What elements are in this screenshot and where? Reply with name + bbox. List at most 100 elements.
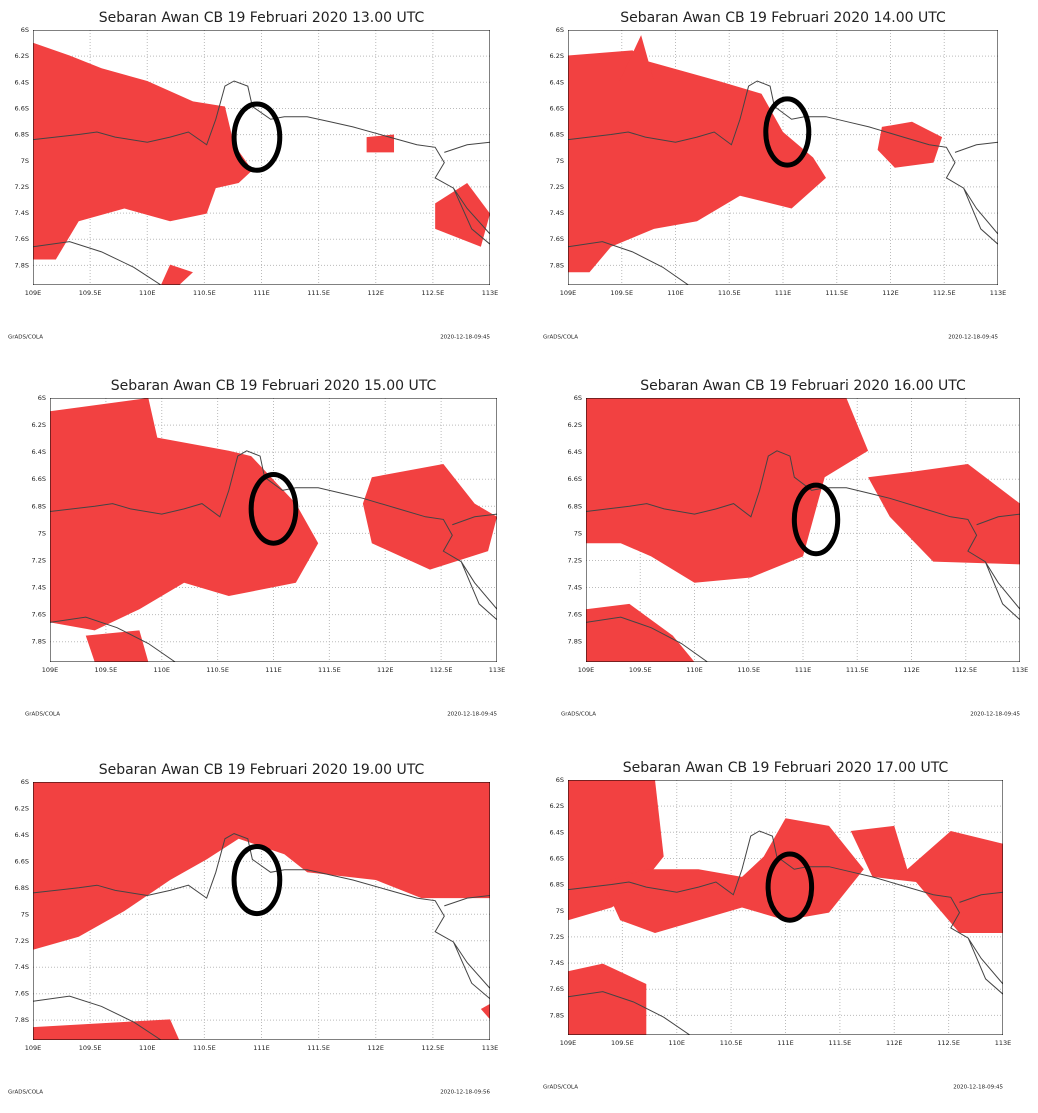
y-tick-label: 7.6S xyxy=(15,990,29,998)
y-tick-label: 7S xyxy=(21,157,29,165)
y-tick-label: 7S xyxy=(574,529,582,537)
x-tick-label: 113E xyxy=(482,1044,499,1052)
footer-left: GrADS/COLA xyxy=(561,712,596,718)
footer-left: GrADS/COLA xyxy=(8,335,43,341)
y-tick-label: 6.6S xyxy=(550,854,564,862)
y-tick-label: 6.8S xyxy=(550,881,564,889)
map-panel: Sebaran Awan CB 19 Februari 2020 19.00 U… xyxy=(8,762,498,1096)
y-tick-label: 7.2S xyxy=(15,937,29,945)
panel-title: Sebaran Awan CB 19 Februari 2020 19.00 U… xyxy=(99,762,425,778)
y-tick-label: 6S xyxy=(556,26,564,34)
x-tick-label: 112E xyxy=(377,666,394,674)
cloud-area xyxy=(86,630,149,662)
y-tick-label: 6.8S xyxy=(15,884,29,892)
y-tick-label: 6.8S xyxy=(32,502,46,510)
x-tick-label: 112.5E xyxy=(422,289,445,297)
x-tick-label: 110.5E xyxy=(193,289,216,297)
x-tick-label: 110E xyxy=(139,289,156,297)
x-tick-label: 111E xyxy=(795,666,812,674)
x-tick-label: 111E xyxy=(253,289,270,297)
x-tick-label: 110E xyxy=(153,666,170,674)
y-tick-label: 7.4S xyxy=(550,209,564,217)
x-tick-label: 112E xyxy=(882,289,899,297)
y-tick-label: 6.6S xyxy=(550,104,564,112)
y-tick-label: 6.2S xyxy=(550,802,564,810)
map-panel: Sebaran Awan CB 19 Februari 2020 13.00 U… xyxy=(8,10,498,341)
y-tick-label: 6.6S xyxy=(32,475,46,483)
panel-title: Sebaran Awan CB 19 Februari 2020 17.00 U… xyxy=(623,760,949,776)
x-tick-label: 111.5E xyxy=(825,289,848,297)
y-tick-label: 7.2S xyxy=(550,933,564,941)
y-tick-label: 6S xyxy=(556,776,564,784)
x-tick-label: 109.5E xyxy=(611,1039,634,1047)
x-tick-label: 110E xyxy=(667,289,684,297)
x-tick-label: 111E xyxy=(265,666,282,674)
panel-title: Sebaran Awan CB 19 Februari 2020 14.00 U… xyxy=(620,10,946,26)
x-tick-label: 109E xyxy=(25,289,42,297)
x-tick-label: 113E xyxy=(482,289,499,297)
footer-right: 2020-12-18-09:45 xyxy=(948,335,998,341)
map-panel: Sebaran Awan CB 19 Februari 2020 15.00 U… xyxy=(25,378,505,718)
x-tick-label: 113E xyxy=(995,1039,1012,1047)
x-tick-label: 110E xyxy=(139,1044,156,1052)
x-tick-label: 112.5E xyxy=(422,1044,445,1052)
map-panel: Sebaran Awan CB 19 Februari 2020 17.00 U… xyxy=(543,760,1011,1091)
footer-right: 2020-12-18-09:56 xyxy=(440,1090,490,1096)
x-tick-label: 110E xyxy=(686,666,703,674)
x-tick-label: 111E xyxy=(253,1044,270,1052)
x-tick-label: 109.5E xyxy=(79,289,102,297)
x-tick-label: 112E xyxy=(886,1039,903,1047)
panel-title: Sebaran Awan CB 19 Februari 2020 16.00 U… xyxy=(640,378,966,394)
x-tick-label: 111.5E xyxy=(307,289,330,297)
x-tick-label: 112.5E xyxy=(954,666,977,674)
footer-right: 2020-12-18-09:45 xyxy=(970,712,1020,718)
y-tick-label: 7.4S xyxy=(15,963,29,971)
x-tick-label: 109E xyxy=(560,289,577,297)
map xyxy=(33,782,490,1040)
x-tick-label: 112.5E xyxy=(937,1039,960,1047)
y-tick-label: 6S xyxy=(38,394,46,402)
y-tick-label: 6.4S xyxy=(15,831,29,839)
x-tick-label: 110.5E xyxy=(193,1044,216,1052)
y-tick-label: 6.8S xyxy=(550,131,564,139)
x-tick-label: 111.5E xyxy=(307,1044,330,1052)
y-tick-label: 7.4S xyxy=(568,584,582,592)
footer-right: 2020-12-18-09:45 xyxy=(447,712,497,718)
x-tick-label: 110.5E xyxy=(737,666,760,674)
y-tick-label: 7.2S xyxy=(568,556,582,564)
y-tick-label: 7.6S xyxy=(15,235,29,243)
x-tick-label: 113E xyxy=(990,289,1007,297)
y-tick-label: 7.8S xyxy=(550,261,564,269)
y-tick-label: 7.8S xyxy=(568,638,582,646)
map xyxy=(568,30,998,285)
y-tick-label: 7S xyxy=(556,157,564,165)
panel-title: Sebaran Awan CB 19 Februari 2020 13.00 U… xyxy=(99,10,425,26)
y-tick-label: 7.6S xyxy=(550,985,564,993)
y-tick-label: 6.6S xyxy=(15,104,29,112)
y-tick-label: 7.6S xyxy=(568,611,582,619)
x-tick-label: 109E xyxy=(578,666,595,674)
y-tick-label: 6.2S xyxy=(550,52,564,60)
footer-right: 2020-12-18-09:45 xyxy=(440,335,490,341)
y-tick-label: 7.8S xyxy=(550,1011,564,1019)
y-tick-label: 6.6S xyxy=(568,475,582,483)
panel-title: Sebaran Awan CB 19 Februari 2020 15.00 U… xyxy=(111,378,437,394)
x-tick-label: 110.5E xyxy=(720,1039,743,1047)
y-tick-label: 7.6S xyxy=(550,235,564,243)
x-tick-label: 112.5E xyxy=(430,666,453,674)
y-tick-label: 7.2S xyxy=(32,556,46,564)
x-tick-label: 112E xyxy=(903,666,920,674)
x-tick-label: 110.5E xyxy=(718,289,741,297)
y-tick-label: 6S xyxy=(21,778,29,786)
y-tick-label: 6.2S xyxy=(32,421,46,429)
x-tick-label: 109.5E xyxy=(629,666,652,674)
y-tick-label: 6.4S xyxy=(32,448,46,456)
x-tick-label: 111.5E xyxy=(846,666,869,674)
x-tick-label: 109E xyxy=(560,1039,577,1047)
x-tick-label: 112E xyxy=(367,289,384,297)
x-tick-label: 112.5E xyxy=(933,289,956,297)
x-tick-label: 109.5E xyxy=(95,666,118,674)
x-tick-label: 109E xyxy=(42,666,59,674)
y-tick-label: 7S xyxy=(38,529,46,537)
y-tick-label: 6S xyxy=(21,26,29,34)
